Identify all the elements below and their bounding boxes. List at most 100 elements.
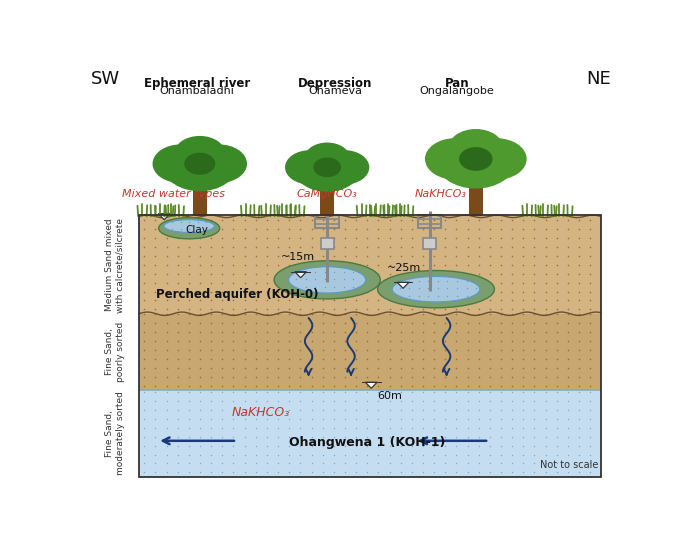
Text: Fine Sand,
poorly sorted: Fine Sand, poorly sorted (105, 322, 125, 382)
Point (161, 270, 172, 278)
Point (442, 292, 453, 300)
Point (413, 292, 424, 300)
Point (306, 251, 317, 260)
Point (184, 397, 195, 405)
Point (195, 441, 206, 450)
Point (284, 450, 295, 459)
Point (150, 251, 161, 260)
Bar (469, 178, 483, 216)
Point (362, 319, 373, 328)
Point (348, 283, 359, 292)
Point (440, 468, 451, 477)
Point (529, 337, 540, 345)
Point (250, 278, 261, 287)
Point (585, 278, 596, 287)
Point (262, 234, 273, 243)
Point (262, 397, 273, 405)
Point (273, 296, 284, 305)
Point (440, 234, 451, 243)
Point (395, 337, 406, 345)
Point (462, 364, 473, 372)
Point (573, 354, 584, 363)
Point (585, 296, 596, 305)
Point (551, 450, 562, 459)
Point (529, 278, 540, 287)
Text: Ohameva: Ohameva (308, 86, 362, 96)
Point (340, 372, 351, 381)
Point (195, 278, 206, 287)
Ellipse shape (459, 147, 493, 171)
Point (228, 305, 239, 314)
Point (406, 328, 417, 337)
Point (273, 216, 284, 225)
Point (250, 310, 261, 319)
Point (418, 468, 429, 477)
Point (562, 234, 573, 243)
Point (184, 432, 195, 441)
Text: ~25m: ~25m (387, 263, 421, 273)
Point (507, 234, 518, 243)
Point (161, 388, 172, 397)
Point (429, 459, 440, 468)
Point (290, 283, 301, 292)
Point (161, 251, 172, 260)
Point (150, 270, 161, 278)
Point (484, 234, 495, 243)
Point (384, 424, 395, 432)
Point (328, 388, 339, 397)
Point (206, 397, 216, 405)
Point (573, 225, 584, 234)
Point (295, 459, 306, 468)
Point (529, 243, 540, 251)
Point (540, 243, 551, 251)
Point (573, 364, 584, 372)
Point (484, 345, 495, 354)
Point (139, 354, 150, 363)
Polygon shape (365, 382, 377, 388)
Point (172, 296, 183, 305)
Point (462, 459, 473, 468)
Point (239, 372, 250, 381)
Point (406, 372, 417, 381)
Point (250, 432, 261, 441)
Point (473, 381, 484, 390)
Point (273, 251, 284, 260)
Point (328, 432, 339, 441)
Point (295, 216, 306, 225)
Point (328, 216, 339, 225)
Point (384, 354, 395, 363)
Point (217, 287, 228, 296)
Point (440, 345, 451, 354)
Point (139, 251, 150, 260)
Point (273, 459, 284, 468)
Point (484, 441, 495, 450)
Point (529, 251, 540, 260)
Point (306, 328, 317, 337)
Point (418, 310, 429, 319)
Point (161, 328, 172, 337)
Point (217, 337, 228, 345)
Point (484, 328, 495, 337)
Point (239, 296, 250, 305)
Point (273, 261, 284, 270)
Point (473, 305, 484, 314)
Point (351, 424, 362, 432)
Point (440, 305, 451, 314)
Point (384, 381, 395, 390)
Polygon shape (295, 272, 306, 278)
Point (429, 270, 440, 278)
Point (161, 424, 172, 432)
Point (518, 216, 529, 225)
Point (462, 388, 473, 397)
Point (206, 305, 216, 314)
Point (429, 310, 440, 319)
Point (228, 278, 239, 287)
Point (362, 261, 373, 270)
Point (161, 381, 172, 390)
Point (373, 424, 384, 432)
Point (551, 424, 562, 432)
Point (440, 406, 451, 415)
Point (228, 216, 239, 225)
Point (518, 310, 529, 319)
Point (484, 424, 495, 432)
